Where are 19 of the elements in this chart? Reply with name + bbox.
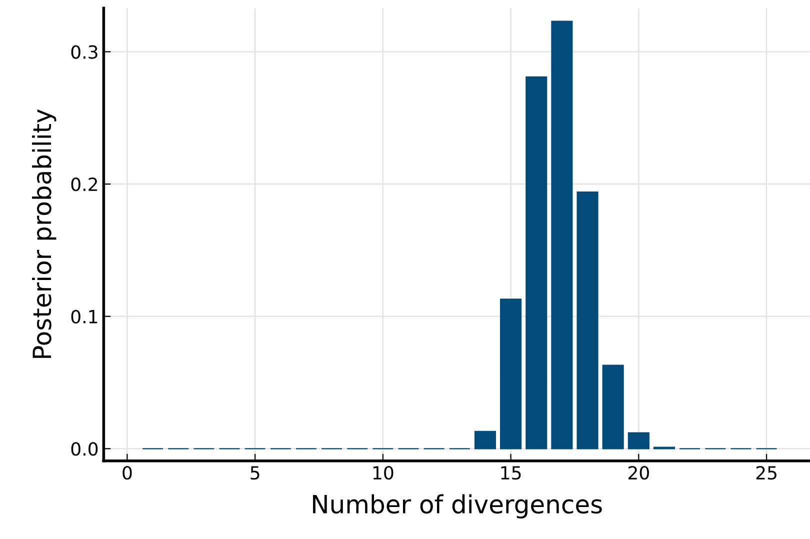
y-axis-title: Posterior probability <box>32 109 56 358</box>
bar <box>628 432 650 450</box>
y-tick-label: 0.2 <box>71 178 98 192</box>
bar <box>500 298 522 450</box>
x-tick-label: 25 <box>756 466 776 480</box>
y-tick-label: 0.3 <box>71 45 98 59</box>
y-tick-label: 0.0 <box>71 442 98 456</box>
x-tick-label: 5 <box>250 466 260 480</box>
x-tick-label: 20 <box>628 466 649 480</box>
bar <box>576 191 598 450</box>
bar <box>602 364 624 450</box>
x-tick-label: 10 <box>373 466 394 480</box>
x-tick-label: 15 <box>501 466 521 480</box>
x-axis-title: Number of divergences <box>313 494 602 518</box>
y-tick-label: 0.1 <box>71 310 98 324</box>
bar <box>526 76 548 450</box>
bar <box>474 430 496 450</box>
x-tick-label: 0 <box>122 466 132 480</box>
bar <box>551 20 573 450</box>
